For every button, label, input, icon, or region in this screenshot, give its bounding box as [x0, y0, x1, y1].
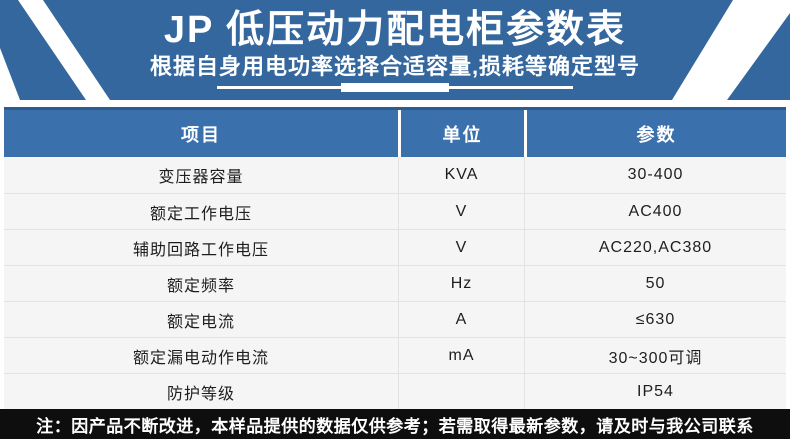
underline-center-block — [341, 82, 449, 92]
item-cell: 额定漏电动作电流 — [132, 349, 269, 367]
unit-cell: A — [398, 302, 524, 337]
table-row-rated-current: 额定电流 A ≤630 — [4, 301, 786, 337]
table-row-rated-frequency: 额定频率 Hz 50 — [4, 265, 786, 301]
item-cell: 辅助回路工作电压 — [132, 241, 269, 259]
unit-cell — [398, 374, 524, 409]
value-cell: 30-400 — [524, 157, 786, 193]
table-header-row: 项目 单位 参数 — [4, 107, 786, 157]
page-title: JP 低压动力配电柜参数表 — [163, 9, 627, 51]
unit-cell: Hz — [398, 266, 524, 301]
item-cell: 额定工作电压 — [149, 205, 252, 223]
title-underline-decoration — [217, 82, 573, 92]
table-row-transformer-capacity: 变压器容量 KVA 30-400 — [4, 157, 786, 193]
footer-note-text: 注：因产品不断改进，本样品提供的数据仅供参考；若需取得最新参数，请及时与我公司联… — [36, 416, 754, 436]
value-cell: IP54 — [524, 374, 786, 409]
column-header-unit: 单位 — [398, 110, 524, 157]
table-row-protection-rating: 防护等级 IP54 — [4, 373, 786, 409]
value-cell: AC400 — [524, 194, 786, 229]
value-cell: 30~300可调 — [524, 338, 786, 373]
table-row-rated-leakage-current: 额定漏电动作电流 mA 30~300可调 — [4, 337, 786, 373]
unit-cell: V — [398, 230, 524, 265]
table-row-auxiliary-circuit-voltage: 辅助回路工作电压 V AC220,AC380 — [4, 229, 786, 265]
item-cell: 防护等级 — [166, 385, 235, 403]
unit-cell: mA — [398, 338, 524, 373]
value-cell: ≤630 — [524, 302, 786, 337]
item-cell: 额定电流 — [166, 313, 235, 331]
item-cell: 变压器容量 — [158, 169, 244, 186]
unit-cell: V — [398, 194, 524, 229]
value-cell: AC220,AC380 — [524, 230, 786, 265]
banner: JP 低压动力配电柜参数表 根据自身用电功率选择合适容量,损耗等确定型号 — [0, 0, 790, 100]
footer-note-bar: 注：因产品不断改进，本样品提供的数据仅供参考；若需取得最新参数，请及时与我公司联… — [0, 409, 790, 439]
value-cell: 50 — [524, 266, 786, 301]
table-row-rated-working-voltage: 额定工作电压 V AC400 — [4, 193, 786, 229]
column-header-item: 项目 — [181, 124, 221, 145]
page-subtitle: 根据自身用电功率选择合适容量,损耗等确定型号 — [149, 53, 641, 79]
parameter-table: 项目 单位 参数 变压器容量 KVA 30-400 额定工作电压 V AC400… — [4, 107, 786, 409]
unit-cell: KVA — [398, 157, 524, 193]
banner-diagonal-stripes-decoration — [0, 0, 790, 100]
item-cell: 额定频率 — [166, 277, 235, 295]
column-header-parameter: 参数 — [524, 110, 786, 157]
